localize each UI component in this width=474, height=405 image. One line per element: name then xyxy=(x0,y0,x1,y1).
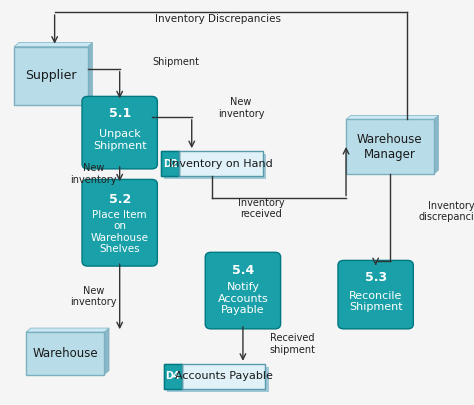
FancyBboxPatch shape xyxy=(26,332,104,375)
Text: Warehouse: Warehouse xyxy=(32,347,98,360)
Text: 5.3: 5.3 xyxy=(365,271,387,284)
Text: Inventory
discrepancies: Inventory discrepancies xyxy=(418,201,474,222)
FancyBboxPatch shape xyxy=(164,154,266,179)
Text: Supplier: Supplier xyxy=(25,69,77,83)
FancyBboxPatch shape xyxy=(164,364,182,389)
Polygon shape xyxy=(275,306,279,324)
FancyBboxPatch shape xyxy=(14,47,88,105)
FancyBboxPatch shape xyxy=(164,364,265,389)
FancyBboxPatch shape xyxy=(346,119,434,174)
FancyBboxPatch shape xyxy=(161,151,179,176)
Polygon shape xyxy=(216,254,279,309)
Text: Notify
Accounts
Payable: Notify Accounts Payable xyxy=(218,282,268,315)
Text: Inventory
received: Inventory received xyxy=(238,198,285,220)
Polygon shape xyxy=(346,115,438,119)
Text: Place Item
on
Warehouse
Shelves: Place Item on Warehouse Shelves xyxy=(91,209,149,254)
Text: 5.2: 5.2 xyxy=(109,193,131,206)
Text: Inventory on Hand: Inventory on Hand xyxy=(169,159,273,168)
Text: Shipment: Shipment xyxy=(153,57,200,66)
Polygon shape xyxy=(88,43,92,105)
Polygon shape xyxy=(152,147,156,164)
Polygon shape xyxy=(152,241,156,261)
Polygon shape xyxy=(408,307,412,324)
Text: 5.4: 5.4 xyxy=(232,264,254,277)
FancyBboxPatch shape xyxy=(205,252,281,329)
Text: 5.1: 5.1 xyxy=(109,107,131,120)
FancyBboxPatch shape xyxy=(338,260,413,329)
Polygon shape xyxy=(26,328,109,332)
Text: D4: D4 xyxy=(165,371,180,381)
Text: New
inventory: New inventory xyxy=(70,286,117,307)
Text: Unpack
Shipment: Unpack Shipment xyxy=(93,129,146,151)
Text: New
inventory: New inventory xyxy=(70,163,117,185)
Polygon shape xyxy=(93,181,156,244)
Polygon shape xyxy=(104,328,109,375)
FancyBboxPatch shape xyxy=(167,367,269,392)
Polygon shape xyxy=(434,115,438,174)
Text: Received
shipment: Received shipment xyxy=(269,333,315,355)
FancyBboxPatch shape xyxy=(161,151,263,176)
Polygon shape xyxy=(349,262,412,311)
Text: Reconcile
Shipment: Reconcile Shipment xyxy=(349,291,402,313)
Text: New
inventory: New inventory xyxy=(218,97,264,119)
Text: Accounts Payable: Accounts Payable xyxy=(174,371,273,381)
Text: D2: D2 xyxy=(163,159,178,168)
FancyBboxPatch shape xyxy=(82,179,157,266)
Text: Warehouse
Manager: Warehouse Manager xyxy=(357,133,423,161)
Text: Inventory Discrepancies: Inventory Discrepancies xyxy=(155,15,281,24)
Polygon shape xyxy=(93,98,156,150)
FancyBboxPatch shape xyxy=(82,96,157,169)
Polygon shape xyxy=(14,43,92,47)
